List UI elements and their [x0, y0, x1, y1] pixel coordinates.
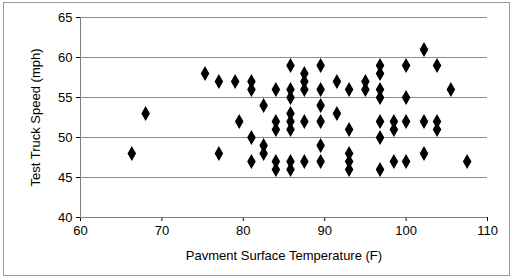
- svg-text:65: 65: [58, 10, 72, 25]
- svg-text:Test Truck Speed (mph): Test Truck Speed (mph): [28, 49, 43, 187]
- svg-text:45: 45: [58, 170, 72, 185]
- svg-text:90: 90: [317, 223, 331, 238]
- svg-text:110: 110: [477, 223, 498, 238]
- svg-text:40: 40: [58, 210, 72, 225]
- svg-text:70: 70: [155, 223, 169, 238]
- svg-text:60: 60: [58, 50, 72, 65]
- svg-text:50: 50: [58, 130, 72, 145]
- svg-text:80: 80: [236, 223, 250, 238]
- svg-text:Pavment Surface Temperature (F: Pavment Surface Temperature (F): [186, 248, 382, 263]
- svg-text:100: 100: [395, 223, 417, 238]
- svg-text:55: 55: [58, 90, 72, 105]
- svg-text:60: 60: [73, 223, 87, 238]
